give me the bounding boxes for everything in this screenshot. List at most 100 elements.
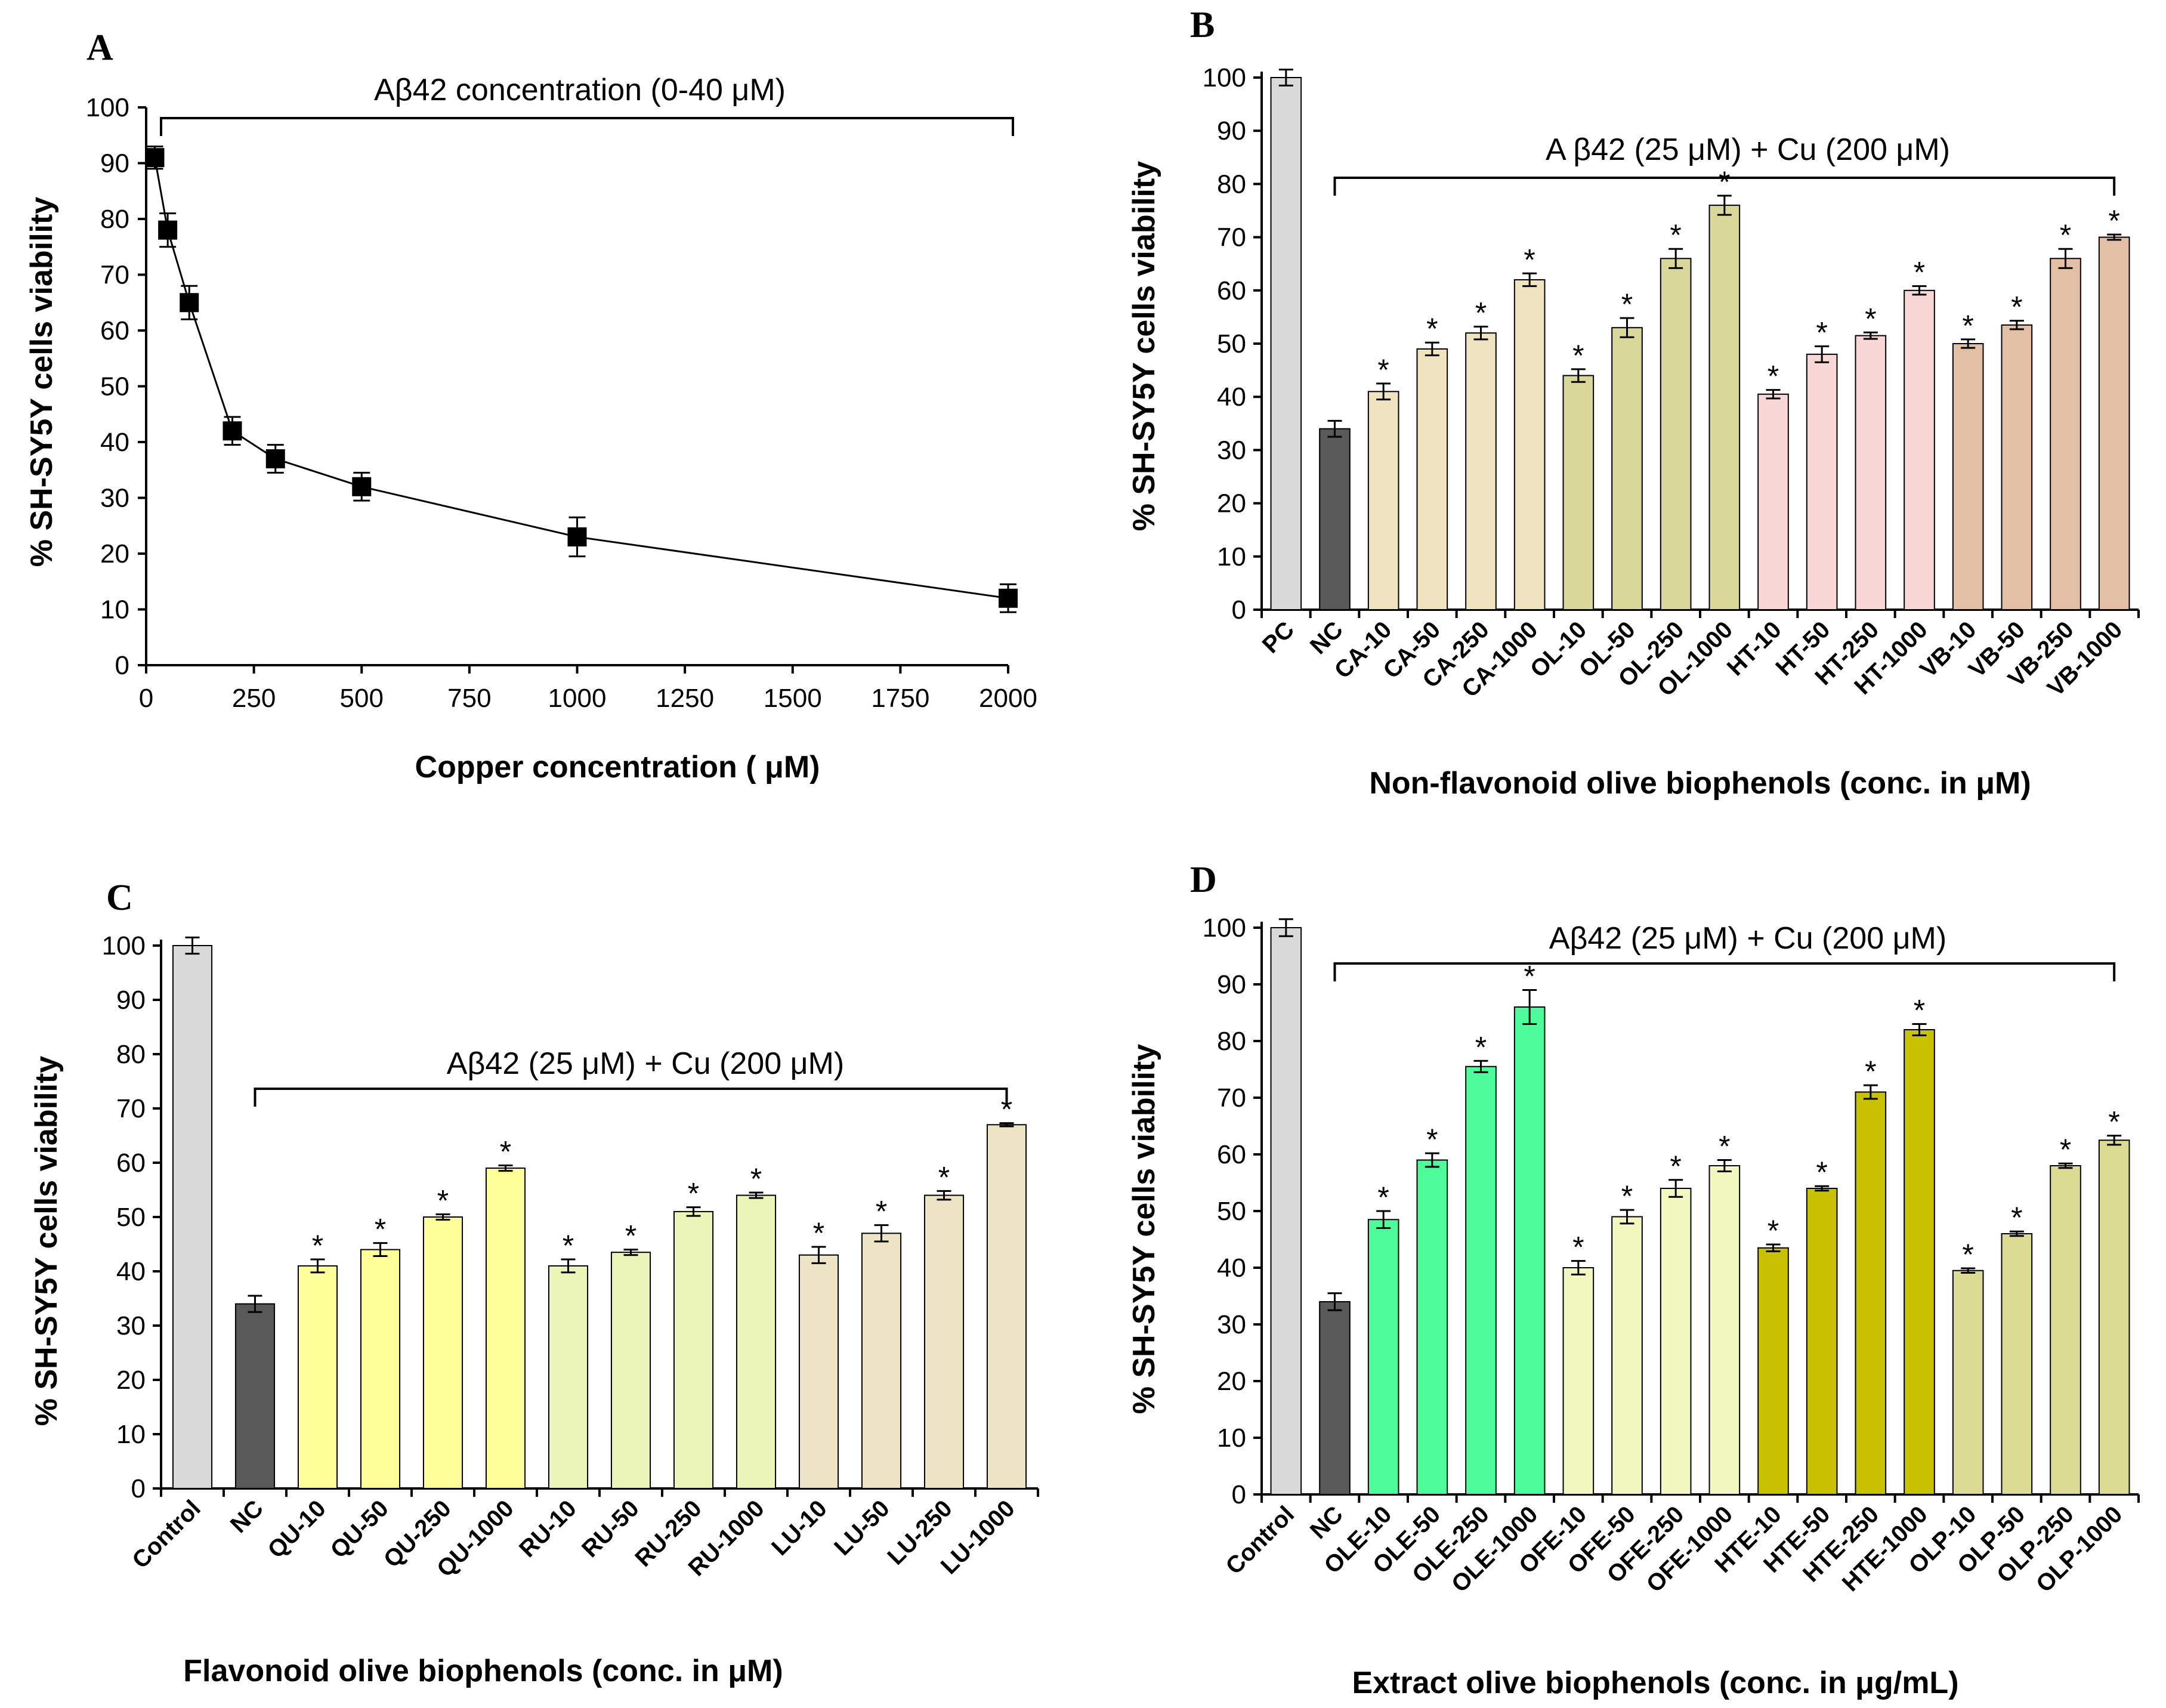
x-tick-label-a: 2000 [979,684,1037,713]
bar-d [1904,1029,1935,1495]
y-tick-label-a: 60 [100,316,129,345]
significance-star-b: * [2108,204,2119,237]
y-tick-label-d: 80 [1217,1027,1246,1056]
y-tick-label-d: 40 [1217,1253,1246,1283]
data-point-a [223,421,242,441]
y-tick-label-c: 30 [116,1311,146,1341]
bar-b [1465,332,1497,610]
bar-d [1855,1091,1887,1495]
significance-star-c: * [876,1195,887,1228]
bar-c [485,1168,526,1489]
y-tick-label-b: 100 [1203,63,1246,92]
significance-star-b: * [1768,360,1779,393]
significance-star-d: * [2108,1105,2119,1139]
y-tick-label-a: 100 [86,93,129,122]
significance-star-d: * [1768,1214,1779,1247]
significance-star-d: * [1426,1123,1438,1156]
significance-star-c: * [813,1216,824,1250]
significance-star-d: * [1475,1030,1487,1064]
x-axis-title-c: Flavonoid olive biophenols (conc. in μM) [183,1654,783,1688]
bar-c [548,1265,589,1489]
y-tick-label-c: 20 [116,1366,146,1395]
significance-star-c: * [312,1229,323,1262]
data-point-a [180,293,199,313]
y-tick-label-c: 10 [116,1420,146,1449]
y-tick-label-c: 70 [116,1094,146,1123]
panel-letter-b: B [1190,5,1215,45]
bar-c [798,1254,839,1489]
bracket-label-d: Aβ42 (25 μM) + Cu (200 μM) [1549,921,1946,956]
x-tick-label-a: 1250 [656,684,714,713]
x-axis-title-d: Extract olive biophenols (conc. in μg/mL… [1352,1666,1958,1700]
y-tick-label-b: 70 [1217,223,1246,252]
bar-b [1904,289,1935,610]
bar-b [1611,327,1643,610]
significance-star-c: * [1001,1093,1012,1126]
bar-b [2001,324,2033,611]
x-axis-title-a: Copper concentration ( μM) [415,750,820,784]
bar-b [1367,391,1399,611]
x-tick-label-a: 250 [232,684,276,713]
bar-d [1513,1006,1546,1495]
significance-star-d: * [1865,1055,1876,1088]
y-tick-label-d: 60 [1217,1140,1246,1169]
significance-star-c: * [750,1162,762,1196]
significance-star-c: * [563,1229,574,1262]
bar-d [1611,1216,1643,1495]
significance-star-b: * [1524,243,1535,276]
y-tick-label-c: 80 [116,1040,146,1069]
y-tick-label-b: 80 [1217,169,1246,199]
y-tick-label-d: 100 [1203,913,1246,943]
y-tick-label-c: 100 [102,931,146,960]
bar-c [986,1124,1027,1490]
bar-d [1952,1270,1984,1495]
significance-star-d: * [1524,960,1535,993]
y-tick-label-d: 0 [1232,1480,1246,1509]
significance-star-d: * [1572,1231,1584,1264]
significance-star-b: * [1914,256,1925,289]
x-tick-label-a: 750 [447,684,491,713]
bar-c [422,1216,464,1489]
panel-letter-a: A [86,27,113,68]
y-tick-label-a: 80 [100,205,129,234]
y-axis-title-d: % SH-SY5Y cells viability [1127,1044,1161,1414]
significance-star-d: * [1377,1181,1389,1214]
y-tick-label-b: 20 [1217,489,1246,518]
data-point-a [999,588,1018,608]
data-point-a [145,148,165,168]
x-axis-title-b: Non-flavonoid olive biophenols (conc. in… [1369,766,2031,801]
y-tick-label-a: 50 [100,372,129,401]
y-axis-title-c: % SH-SY5Y cells viability [29,1056,64,1426]
bracket-b [1333,177,2116,196]
bar-d [1465,1065,1497,1495]
significance-star-d: * [1816,1156,1827,1189]
y-tick-label-c: 90 [116,986,146,1015]
bar-b [2098,236,2130,611]
y-tick-label-c: 60 [116,1148,146,1178]
bar-d [1416,1159,1448,1495]
bar-d [1660,1188,1692,1495]
y-tick-label-d: 20 [1217,1367,1246,1396]
bar-c [234,1303,276,1490]
x-tick-label-a: 500 [340,684,384,713]
significance-star-b: * [1816,316,1827,349]
bar-c [923,1194,965,1489]
y-tick-label-c: 0 [131,1474,146,1503]
significance-star-c: * [375,1213,386,1246]
bar-d [1319,1301,1351,1495]
series-line-a [153,157,1009,600]
significance-star-b: * [2060,218,2071,252]
significance-star-b: * [1475,296,1487,329]
bar-c [673,1210,714,1490]
data-point-a [265,449,285,469]
bar-c [861,1233,902,1490]
y-tick-label-d: 30 [1217,1310,1246,1339]
bar-b [1806,353,1838,611]
bar-b [1660,258,1692,610]
bar-b [1708,205,1741,610]
y-tick-label-b: 0 [1232,595,1246,625]
bracket-a [160,117,1014,136]
y-tick-label-a: 90 [100,149,129,178]
